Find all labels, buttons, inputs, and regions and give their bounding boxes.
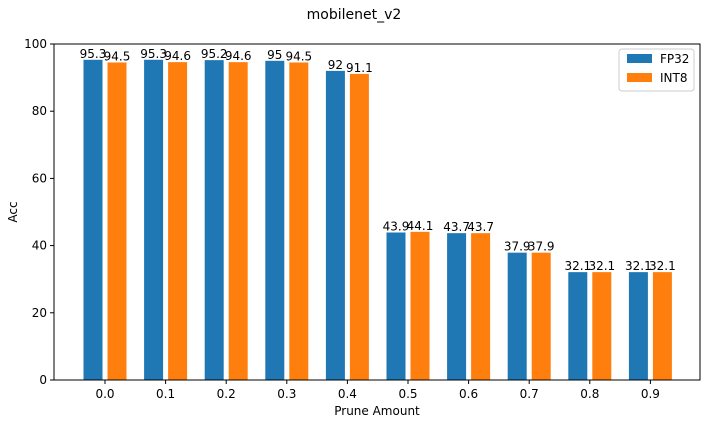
data-label-int8-0.2: 94.6 xyxy=(225,49,252,63)
bar-int8-0.1 xyxy=(168,62,188,380)
y-tick-label-40: 40 xyxy=(32,239,47,253)
data-label-int8-0.4: 91.1 xyxy=(346,61,373,75)
x-tick-label-0.9: 0.9 xyxy=(641,387,660,401)
y-tick-label-100: 100 xyxy=(24,37,47,51)
y-tick-label-80: 80 xyxy=(32,104,47,118)
data-label-int8-0.7: 37.9 xyxy=(528,240,555,254)
x-axis-ticks: 0.0 0.1 0.2 0.3 0.4 0.5 0.6 0.7 0.8 0.9 xyxy=(95,380,660,401)
bar-int8-0.9 xyxy=(652,272,672,380)
bar-int8-0.0 xyxy=(107,62,127,380)
y-axis-ticks: 0 20 40 60 80 100 xyxy=(24,37,54,387)
plot-frame xyxy=(53,43,701,381)
bar-fp32-0.4 xyxy=(325,70,345,380)
data-label-int8-0.9: 32.1 xyxy=(649,259,676,273)
data-label-int8-0.1: 94.6 xyxy=(164,49,191,63)
y-axis-label: Acc xyxy=(6,201,20,222)
bar-int8-0.4 xyxy=(349,73,369,381)
x-tick-label-0.5: 0.5 xyxy=(398,387,417,401)
data-label-fp32-0.6: 43.7 xyxy=(443,220,470,234)
x-tick-label-0.0: 0.0 xyxy=(95,387,114,401)
bar-int8-0.6 xyxy=(471,233,491,380)
x-tick-label-0.6: 0.6 xyxy=(459,387,478,401)
legend-label-fp32: FP32 xyxy=(660,52,689,66)
bar-fp32-0.7 xyxy=(507,252,527,380)
data-label-fp32-0.9: 32.1 xyxy=(625,259,652,273)
legend: FP32 INT8 xyxy=(618,48,695,92)
x-tick-label-0.3: 0.3 xyxy=(277,387,296,401)
legend-swatch-fp32 xyxy=(627,54,652,63)
bar-int8-0.8 xyxy=(592,272,612,380)
data-label-int8-0.0: 94.5 xyxy=(104,49,131,63)
x-tick-label-0.8: 0.8 xyxy=(580,387,599,401)
x-tick-label-0.7: 0.7 xyxy=(520,387,539,401)
data-label-fp32-0.1: 95.3 xyxy=(140,47,167,61)
legend-label-int8: INT8 xyxy=(660,71,687,85)
chart-title: mobilenet_v2 xyxy=(307,7,402,23)
x-tick-label-0.4: 0.4 xyxy=(338,387,357,401)
bar-fp32-0.9 xyxy=(628,272,648,380)
bar-int8-0.3 xyxy=(289,62,309,380)
y-tick-label-20: 20 xyxy=(32,306,47,320)
bars-layer xyxy=(83,59,672,381)
data-label-int8-0.6: 43.7 xyxy=(467,220,494,234)
y-tick-label-60: 60 xyxy=(32,171,47,185)
bar-fp32-0.1 xyxy=(144,59,164,380)
data-label-fp32-0.2: 95.2 xyxy=(201,47,228,61)
data-label-int8-0.8: 32.1 xyxy=(588,259,615,273)
data-label-int8-0.3: 94.5 xyxy=(285,49,312,63)
bar-int8-0.5 xyxy=(410,231,430,380)
bar-fp32-0.2 xyxy=(204,60,224,380)
data-label-int8-0.5: 44.1 xyxy=(407,219,434,233)
bar-fp32-0.6 xyxy=(447,233,467,380)
bar-fp32-0.0 xyxy=(83,59,103,380)
x-axis-label: Prune Amount xyxy=(334,404,420,418)
x-tick-label-0.1: 0.1 xyxy=(156,387,175,401)
bar-fp32-0.8 xyxy=(568,272,588,380)
data-labels-layer: 95.394.5 95.394.6 95.294.6 95 94.592 91.143.9… xyxy=(80,47,676,273)
data-label-fp32-0.0: 95.3 xyxy=(80,47,107,61)
x-tick-label-0.2: 0.2 xyxy=(217,387,236,401)
bar-fp32-0.3 xyxy=(265,60,285,381)
data-label-fp32-0.5: 43.9 xyxy=(383,220,410,234)
bar-int8-0.2 xyxy=(228,62,248,380)
y-tick-label-0: 0 xyxy=(39,373,47,387)
bar-int8-0.7 xyxy=(531,252,551,380)
data-label-fp32-0.3: 95 xyxy=(267,48,282,62)
legend-swatch-int8 xyxy=(627,73,652,82)
data-label-fp32-0.8: 32.1 xyxy=(564,259,591,273)
bar-fp32-0.5 xyxy=(386,232,406,380)
data-label-fp32-0.7: 37.9 xyxy=(504,240,531,254)
data-label-fp32-0.4: 92 xyxy=(328,58,343,72)
